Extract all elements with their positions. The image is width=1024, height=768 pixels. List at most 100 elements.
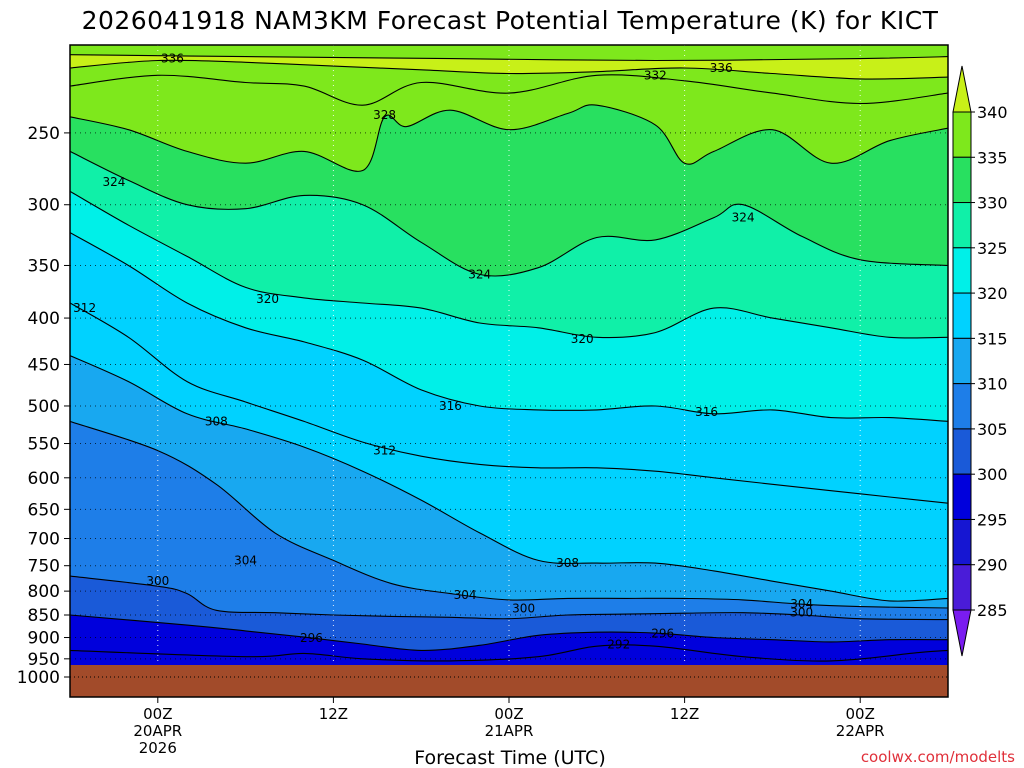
colorbar-label: 300 [977,465,1008,484]
y-tick-label: 1000 [17,668,60,688]
contour-label: 320 [256,292,279,306]
contour-label: 324 [468,267,491,281]
chart-title: 2026041918 NAM3KM Forecast Potential Tem… [82,6,939,35]
colorbar-label: 325 [977,239,1008,258]
contour-label: 300 [790,606,813,620]
y-tick-label: 450 [28,355,60,375]
x-tick-label: 22APR [836,722,885,740]
colorbar-segment [952,111,972,158]
colorbar-label: 340 [977,103,1008,122]
contour-label: 304 [454,588,477,602]
contour-label: 292 [607,637,630,651]
y-tick-label: 950 [28,650,60,670]
contour-line-296 [70,614,948,651]
band-below-292 [70,644,948,665]
contour-line-328 [70,104,948,172]
colorbar-label: 320 [977,284,1008,303]
contour-label: 304 [790,597,813,611]
contour-line-320 [70,190,948,339]
contour-label: 308 [205,414,228,428]
contour-labels: 336 336 332 328 324 324 324 320 320 312 316 316 308 3… [73,52,813,652]
contour-label: 336 [161,52,184,66]
y-tick-label: 600 [28,469,60,489]
band-below-304 [70,421,948,665]
contour-label: 312 [373,444,396,458]
colorbar-top-arrow [952,65,972,113]
x-tick-label: 12Z [670,705,699,723]
colorbar-segment [952,202,972,249]
contour-label: 336 [710,61,733,75]
contour-label: 328 [373,108,396,122]
contour-line-332 [70,74,948,106]
x-tick-label: 21APR [485,722,534,740]
contour-line-312 [70,302,948,504]
contour-line-316 [70,232,948,422]
contour-label: 316 [695,405,718,419]
colorbar-label: 335 [977,148,1008,167]
contour-lines [70,54,948,662]
y-tick-label: 550 [28,435,60,455]
contour-label: 316 [439,399,462,413]
x-tick-label: 20APR [133,722,182,740]
y-tick-label: 900 [28,629,60,649]
colorbar-label: 310 [977,375,1008,394]
contour-label: 332 [644,68,667,82]
contour-label: 324 [732,211,755,225]
colorbar: 340 335 330 325 320 315 310 305 300 295 290 285 [952,65,1008,657]
ground-surface [70,665,948,697]
y-tick-label: 250 [28,124,60,144]
colorbar-label: 290 [977,556,1008,575]
contour-label: 296 [300,631,323,645]
y-axis: 250 300 350 400 450 500 550 600 650 700 750 800 850 9… [17,124,70,688]
filled-contour-bands [70,45,948,665]
x-tick-label: 2026 [139,739,177,757]
contour-line-324 [70,150,948,277]
y-tick-label: 300 [28,196,60,216]
contour-label: 300 [146,574,169,588]
contour-label: 300 [512,601,535,615]
contour-line-336 [70,59,948,80]
y-tick-label: 800 [28,582,60,602]
x-tick-label: 00Z [846,705,875,723]
colorbar-segment [952,156,972,204]
colorbar-label: 315 [977,329,1008,348]
colorbar-segment [952,428,972,475]
colorbar-segment [952,292,972,339]
band-below-296 [70,615,948,665]
contour-line-308 [70,355,948,602]
y-tick-label: 400 [28,309,60,329]
credit-text: coolwx.com/modelts [861,748,1015,766]
x-tick-label: 00Z [494,705,523,723]
contour-line-340 [70,54,948,62]
y-tick-label: 750 [28,557,60,577]
y-tick-label: 350 [28,256,60,276]
colorbar-label: 295 [977,510,1008,529]
y-tick-label: 500 [28,397,60,417]
colorbar-segment [952,564,972,611]
y-tick-label: 700 [28,530,60,550]
y-tick-label: 850 [28,606,60,626]
colorbar-label: 285 [977,601,1008,620]
contour-label: 304 [234,553,257,567]
colorbar-label: 330 [977,194,1008,213]
colorbar-segment [952,383,972,430]
grid-lines [70,45,948,665]
x-axis-label: Forecast Time (UTC) [414,747,605,768]
contour-label: 320 [571,332,594,346]
contour-line-300 [70,575,948,621]
colorbar-segment [952,518,972,566]
contour-label: 312 [73,301,96,315]
contour-line-292 [70,644,948,662]
y-tick-label: 650 [28,500,60,520]
x-tick-label: 12Z [319,705,348,723]
contour-label: 308 [556,556,579,570]
colorbar-segment [952,247,972,294]
contour-line-304 [70,420,948,609]
colorbar-segment [952,337,972,385]
colorbar-bottom-arrow [952,609,972,657]
contour-label: 324 [102,175,125,189]
x-tick-label: 00Z [143,705,172,723]
contour-label: 296 [651,627,674,641]
